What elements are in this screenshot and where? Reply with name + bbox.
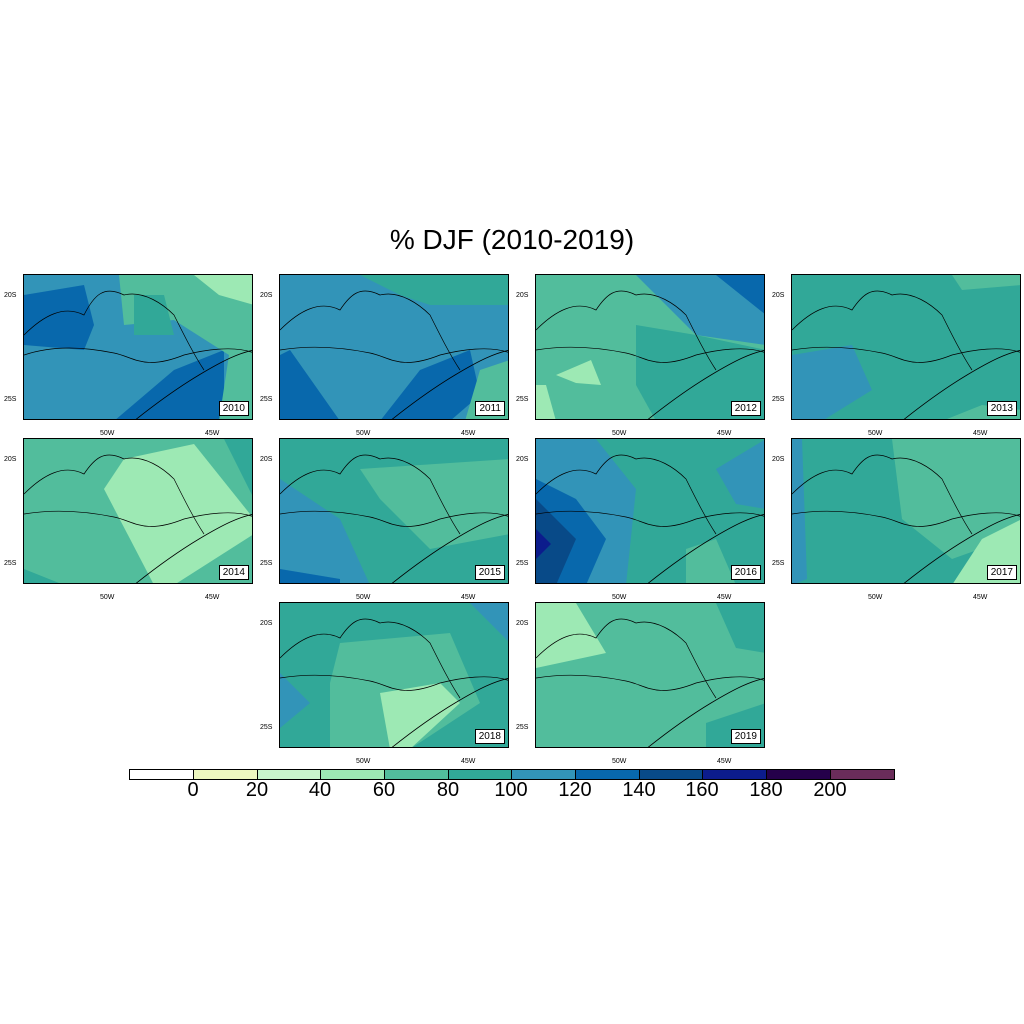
lon-tick-label: 50W [612, 594, 627, 601]
lat-tick-label: 25S [772, 560, 785, 567]
map-contours [24, 275, 252, 419]
year-label: 2017 [986, 565, 1017, 580]
colorbar-label: 100 [494, 779, 528, 801]
map-contours [24, 439, 252, 583]
year-label: 2014 [218, 565, 249, 580]
year-label: 2018 [474, 729, 505, 744]
map-panel-2010: 2010 [23, 274, 253, 420]
lon-tick-label: 50W [100, 594, 115, 601]
year-label: 2012 [730, 401, 761, 416]
year-label: 2019 [730, 729, 761, 744]
map-panel-2018: 2018 [279, 602, 509, 748]
lat-tick-label: 25S [772, 396, 785, 403]
map-contours [792, 439, 1020, 583]
lon-tick-label: 45W [973, 430, 988, 437]
lat-tick-label: 20S [772, 292, 785, 299]
map-panel-2015: 2015 [279, 438, 509, 584]
colorbar-box [830, 769, 895, 780]
lon-tick-label: 50W [868, 430, 883, 437]
lon-tick-label: 45W [717, 430, 732, 437]
map-contours [280, 603, 508, 747]
year-label: 2015 [474, 565, 505, 580]
lat-tick-label: 20S [516, 620, 529, 627]
lon-tick-label: 45W [205, 430, 220, 437]
map-panel-2011: 2011 [279, 274, 509, 420]
lon-tick-label: 45W [461, 594, 476, 601]
colorbar [129, 769, 895, 780]
lon-tick-label: 50W [868, 594, 883, 601]
year-label: 2011 [475, 401, 505, 416]
lat-tick-label: 20S [260, 456, 273, 463]
lat-tick-label: 20S [516, 292, 529, 299]
lat-tick-label: 25S [260, 396, 273, 403]
map-panel-2017: 2017 [791, 438, 1021, 584]
lat-tick-label: 25S [516, 396, 529, 403]
map-panel-2019: 2019 [535, 602, 765, 748]
lat-tick-label: 20S [260, 620, 273, 627]
lat-tick-label: 25S [4, 560, 17, 567]
lat-tick-label: 20S [260, 292, 273, 299]
lon-tick-label: 50W [356, 430, 371, 437]
map-contours [280, 439, 508, 583]
lon-tick-label: 45W [717, 758, 732, 765]
colorbar-label: 60 [372, 779, 396, 801]
year-label: 2010 [218, 401, 249, 416]
lon-tick-label: 50W [356, 758, 371, 765]
colorbar-label: 140 [622, 779, 656, 801]
colorbar-label: 180 [749, 779, 783, 801]
colorbar-label: 160 [685, 779, 719, 801]
year-label: 2013 [986, 401, 1017, 416]
lon-tick-label: 50W [356, 594, 371, 601]
lon-tick-label: 45W [461, 430, 476, 437]
map-panel-2013: 2013 [791, 274, 1021, 420]
map-contours [536, 603, 764, 747]
colorbar-label: 40 [308, 779, 332, 801]
lat-tick-label: 20S [4, 456, 17, 463]
colorbar-label: 120 [558, 779, 592, 801]
lon-tick-label: 45W [461, 758, 476, 765]
lon-tick-label: 45W [717, 594, 732, 601]
map-panel-2016: 2016 [535, 438, 765, 584]
lat-tick-label: 25S [4, 396, 17, 403]
map-contours [792, 275, 1020, 419]
lat-tick-label: 20S [772, 456, 785, 463]
lat-tick-label: 25S [260, 724, 273, 731]
lon-tick-label: 45W [205, 594, 220, 601]
colorbar-label: 200 [813, 779, 847, 801]
year-label: 2016 [730, 565, 761, 580]
figure-title: % DJF (2010-2019) [389, 224, 635, 255]
lat-tick-label: 25S [516, 724, 529, 731]
lon-tick-label: 50W [612, 758, 627, 765]
colorbar-label: 80 [436, 779, 460, 801]
lat-tick-label: 25S [260, 560, 273, 567]
lon-tick-label: 50W [612, 430, 627, 437]
lat-tick-label: 20S [4, 292, 17, 299]
map-panel-2012: 2012 [535, 274, 765, 420]
lat-tick-label: 20S [516, 456, 529, 463]
map-panel-2014: 2014 [23, 438, 253, 584]
colorbar-label: 0 [187, 779, 199, 801]
lon-tick-label: 45W [973, 594, 988, 601]
map-contours [280, 275, 508, 419]
colorbar-box [129, 769, 194, 780]
colorbar-label: 20 [245, 779, 269, 801]
map-contours [536, 275, 764, 419]
lat-tick-label: 25S [516, 560, 529, 567]
lon-tick-label: 50W [100, 430, 115, 437]
map-contours [536, 439, 764, 583]
